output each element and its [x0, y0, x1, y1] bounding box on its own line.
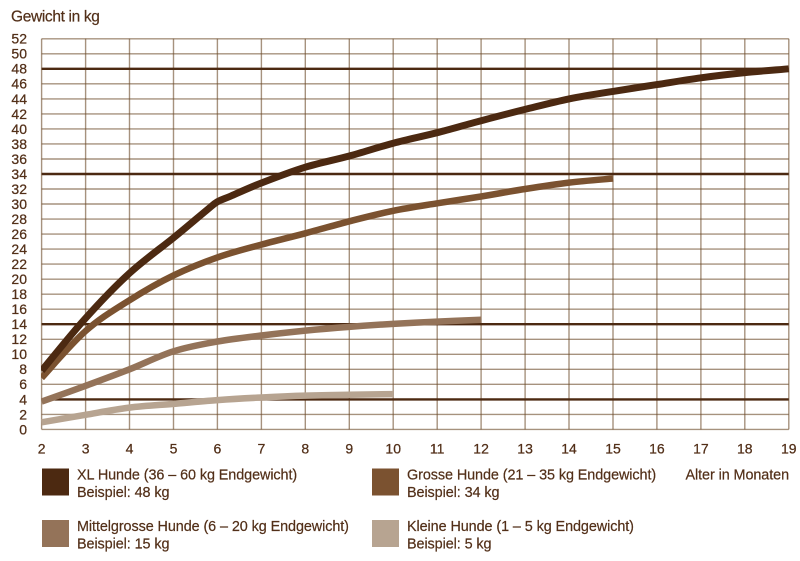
- svg-text:18: 18: [11, 286, 27, 302]
- svg-text:10: 10: [385, 441, 401, 457]
- svg-text:Alter in Monaten: Alter in Monaten: [685, 468, 789, 484]
- svg-text:26: 26: [11, 226, 27, 242]
- svg-text:4: 4: [19, 391, 27, 407]
- svg-text:8: 8: [301, 441, 309, 457]
- svg-text:30: 30: [11, 196, 27, 212]
- svg-text:2: 2: [38, 441, 46, 457]
- svg-text:XL Hunde (36 – 60 kg Endgewich: XL Hunde (36 – 60 kg Endgewicht): [77, 467, 297, 483]
- svg-text:5: 5: [170, 441, 178, 457]
- svg-text:44: 44: [11, 91, 27, 107]
- svg-text:13: 13: [517, 441, 533, 457]
- svg-text:Beispiel: 15 kg: Beispiel: 15 kg: [77, 536, 169, 552]
- svg-text:6: 6: [19, 376, 27, 392]
- svg-text:32: 32: [11, 181, 27, 197]
- svg-text:11: 11: [430, 441, 445, 457]
- svg-text:Beispiel: 48 kg: Beispiel: 48 kg: [77, 485, 169, 501]
- svg-text:4: 4: [126, 441, 134, 457]
- svg-text:16: 16: [11, 301, 27, 317]
- svg-text:12: 12: [473, 441, 489, 457]
- svg-text:3: 3: [82, 441, 90, 457]
- svg-text:19: 19: [781, 441, 797, 457]
- svg-text:10: 10: [11, 346, 27, 362]
- svg-text:22: 22: [11, 256, 27, 272]
- svg-text:40: 40: [11, 121, 27, 137]
- svg-text:14: 14: [11, 316, 27, 332]
- svg-text:20: 20: [11, 271, 27, 287]
- svg-text:17: 17: [693, 441, 709, 457]
- svg-text:2: 2: [19, 406, 27, 422]
- svg-text:38: 38: [11, 136, 27, 152]
- svg-text:7: 7: [258, 441, 266, 457]
- svg-text:36: 36: [11, 151, 27, 167]
- svg-text:14: 14: [561, 441, 577, 457]
- svg-text:0: 0: [19, 421, 27, 437]
- svg-text:16: 16: [649, 441, 665, 457]
- svg-text:46: 46: [11, 76, 27, 92]
- svg-text:52: 52: [11, 31, 27, 47]
- svg-text:50: 50: [11, 46, 27, 62]
- svg-text:Mittelgrosse Hunde (6 – 20 kg: Mittelgrosse Hunde (6 – 20 kg Endgewicht…: [77, 519, 349, 535]
- svg-text:8: 8: [19, 361, 27, 377]
- svg-text:6: 6: [214, 441, 222, 457]
- svg-text:18: 18: [737, 441, 753, 457]
- svg-text:24: 24: [11, 241, 27, 257]
- svg-text:42: 42: [11, 106, 27, 122]
- svg-text:Beispiel: 34 kg: Beispiel: 34 kg: [407, 485, 499, 501]
- svg-text:Beispiel: 5 kg: Beispiel: 5 kg: [407, 536, 492, 552]
- svg-text:Kleine Hunde (1 – 5 kg Endgewi: Kleine Hunde (1 – 5 kg Endgewicht): [407, 519, 634, 535]
- svg-text:9: 9: [345, 441, 353, 457]
- svg-text:48: 48: [11, 61, 27, 77]
- svg-text:34: 34: [11, 166, 27, 182]
- svg-text:28: 28: [11, 211, 27, 227]
- svg-text:15: 15: [605, 441, 621, 457]
- svg-text:Gewicht in kg: Gewicht in kg: [11, 9, 100, 26]
- svg-text:Grosse Hunde (21 – 35 kg Endge: Grosse Hunde (21 – 35 kg Endgewicht): [407, 467, 656, 483]
- svg-text:12: 12: [11, 331, 27, 347]
